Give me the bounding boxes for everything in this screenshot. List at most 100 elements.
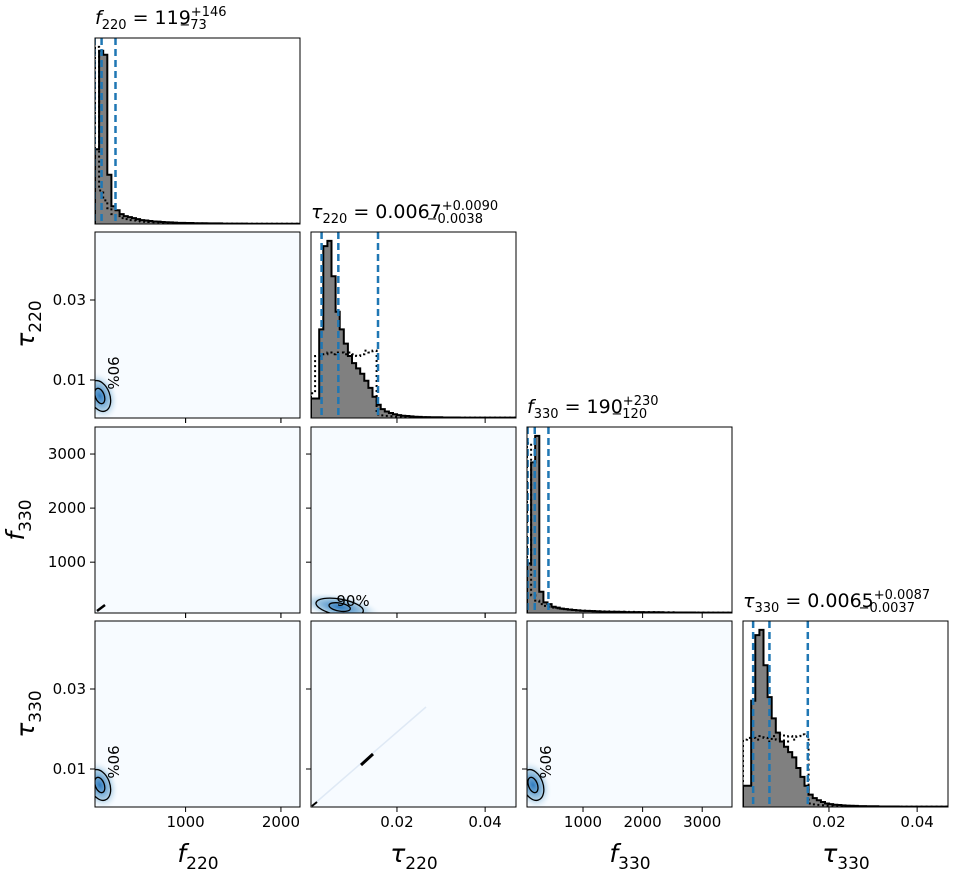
panel-title: f330 = 190+230: [527, 394, 659, 422]
x-tick-label: 0.02: [812, 813, 845, 831]
panel-bg: [527, 427, 732, 613]
title-symbol: τ: [311, 201, 323, 223]
density-f330-tau220: [311, 427, 516, 613]
density-bg: [311, 427, 516, 613]
title-low: −0.0037: [859, 601, 915, 616]
contour-label: 90%: [536, 745, 554, 778]
density-bg: [95, 232, 300, 418]
x-axis-label: f330: [609, 839, 650, 874]
axis-symbol: τ: [390, 839, 406, 868]
panel-frame: [310, 620, 517, 808]
axis-sub: 330: [16, 499, 36, 531]
panel-frame: [94, 426, 301, 614]
y-tick-label: 1000: [48, 553, 86, 571]
axis-sub: 220: [186, 854, 218, 874]
title-symbol: f: [527, 396, 537, 418]
contour-inner: [95, 776, 106, 794]
axis-sub: 220: [26, 300, 46, 332]
panel-title: τ330 = 0.0065+0.0087: [743, 588, 930, 616]
y-axis-label: τ330: [11, 690, 46, 738]
title-eq: = 0.0067: [347, 201, 441, 223]
axis-sub: 330: [26, 690, 46, 722]
y-tick-label: 0.01: [53, 371, 86, 389]
y-tick-label: 0.01: [53, 760, 86, 778]
x-tick-label: 1000: [564, 813, 602, 831]
correlation-streak: [96, 604, 106, 612]
title-sup: +0.0087: [874, 588, 930, 603]
title-sub: 220: [322, 212, 347, 227]
title-sub: 220: [102, 18, 127, 33]
title-symbol: τ: [743, 590, 755, 612]
axis-sub: 330: [618, 854, 650, 874]
title-low: −120: [611, 407, 647, 422]
axis-sub: 220: [405, 854, 437, 874]
density-tau330-tau220: [311, 621, 516, 807]
histogram-tau330: [743, 621, 948, 807]
histogram-f330: [527, 427, 732, 613]
x-tick-label: 1000: [166, 813, 204, 831]
correlation-streak: [311, 801, 318, 807]
x-axis-label: τ220: [390, 839, 438, 874]
density-tau330-f330: [527, 621, 732, 807]
y-tick-label: 0.03: [53, 291, 86, 309]
axis-sub: 330: [837, 854, 869, 874]
contour-label: 90%: [336, 592, 369, 610]
title-eq: = 119: [127, 7, 191, 29]
panel-frame: [310, 231, 517, 419]
contour-label: 90%: [104, 356, 122, 389]
x-axis-label: f220: [177, 839, 218, 874]
prior-step: [311, 349, 516, 418]
title-low: −73: [179, 18, 206, 33]
contour-90: [315, 597, 364, 613]
axis-symbol: τ: [11, 332, 40, 348]
y-tick-label: 0.03: [53, 680, 86, 698]
contour-90: [95, 768, 112, 802]
contour-inner: [527, 776, 539, 794]
x-tick-label: 0.04: [900, 813, 933, 831]
contour-inner: [328, 602, 351, 613]
density-bg: [95, 427, 300, 613]
panel-frame: [94, 231, 301, 419]
panel-title: f220 = 119+146: [95, 5, 227, 33]
x-tick-label: 0.02: [380, 813, 413, 831]
axis-symbol: τ: [822, 839, 838, 868]
panel-frame: [94, 37, 301, 225]
x-tick-label: 2000: [624, 813, 662, 831]
density-bg: [527, 621, 732, 807]
panel-frame: [526, 620, 733, 808]
histogram-tau220: [311, 232, 516, 418]
title-sub: 330: [754, 601, 779, 616]
title-symbol: f: [95, 7, 105, 29]
y-axis-label: f330: [1, 499, 36, 540]
prior-step: [743, 733, 948, 807]
title-sub: 330: [534, 407, 559, 422]
panel-frame: [94, 620, 301, 808]
posterior-fill: [743, 629, 948, 807]
density-f330-f220: [95, 427, 300, 613]
contour-inner: [95, 387, 106, 405]
y-tick-label: 3000: [48, 445, 86, 463]
axis-symbol: τ: [11, 722, 40, 738]
correlation-streak: [359, 752, 375, 767]
density-bg: [95, 621, 300, 807]
contour-label: 90%: [104, 745, 122, 778]
density-tau220-f220: [95, 232, 300, 418]
posterior-step: [527, 434, 732, 613]
panel-frame: [526, 426, 733, 614]
title-sup: +230: [623, 394, 659, 409]
panel-frame: [742, 620, 949, 808]
title-low: −0.0038: [427, 212, 483, 227]
density-tau330-f220: [95, 621, 300, 807]
title-sup: +0.0090: [442, 199, 498, 214]
x-tick-label: 0.04: [468, 813, 501, 831]
title-eq: = 190: [559, 396, 623, 418]
panel-bg: [95, 38, 300, 224]
title-eq: = 0.0065: [779, 590, 873, 612]
y-tick-label: 2000: [48, 499, 86, 517]
x-axis-label: τ330: [822, 839, 870, 874]
y-axis-label: τ220: [11, 300, 46, 348]
x-tick-label: 3000: [683, 813, 721, 831]
panel-frame: [310, 426, 517, 614]
histogram-f220: [95, 38, 300, 224]
